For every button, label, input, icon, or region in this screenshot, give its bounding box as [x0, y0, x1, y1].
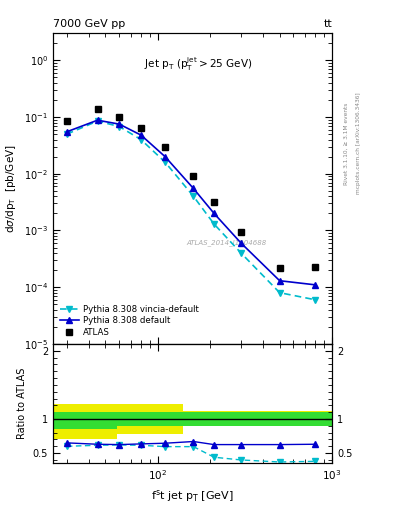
ATLAS	[95, 105, 100, 112]
Pythia 8.308 vincia-default	[191, 193, 196, 199]
Pythia 8.308 default	[239, 240, 243, 246]
Pythia 8.308 default	[313, 282, 318, 288]
ATLAS	[191, 173, 196, 179]
Pythia 8.308 default	[212, 210, 217, 217]
Pythia 8.308 vincia-default	[139, 137, 143, 143]
Line: Pythia 8.308 default: Pythia 8.308 default	[64, 117, 318, 288]
ATLAS	[139, 124, 143, 131]
Pythia 8.308 vincia-default	[117, 123, 122, 130]
Pythia 8.308 default	[191, 185, 196, 191]
ATLAS	[117, 114, 122, 120]
Line: Pythia 8.308 vincia-default: Pythia 8.308 vincia-default	[64, 118, 318, 303]
ATLAS	[313, 264, 318, 270]
Text: Jet p$_\mathrm{T}$ (p$_\mathrm{T}^{\rm jet}$$>$25 GeV): Jet p$_\mathrm{T}$ (p$_\mathrm{T}^{\rm j…	[144, 55, 252, 73]
Text: tt: tt	[323, 18, 332, 29]
Text: 7000 GeV pp: 7000 GeV pp	[53, 18, 125, 29]
Pythia 8.308 vincia-default	[239, 250, 243, 256]
Pythia 8.308 default	[117, 121, 122, 127]
Pythia 8.308 default	[163, 154, 167, 160]
ATLAS	[212, 199, 217, 205]
X-axis label: f$^{\rm s}$t jet p$_\mathrm{T}$ [GeV]: f$^{\rm s}$t jet p$_\mathrm{T}$ [GeV]	[151, 487, 234, 504]
ATLAS	[163, 144, 167, 150]
Pythia 8.308 vincia-default	[313, 296, 318, 303]
Pythia 8.308 vincia-default	[277, 290, 282, 296]
ATLAS	[277, 265, 282, 271]
Text: mcplots.cern.ch [arXiv:1306.3436]: mcplots.cern.ch [arXiv:1306.3436]	[356, 93, 361, 194]
Pythia 8.308 default	[95, 117, 100, 123]
Text: ATLAS_2014_I1304688: ATLAS_2014_I1304688	[186, 240, 266, 246]
Text: Rivet 3.1.10, ≥ 3.1M events: Rivet 3.1.10, ≥ 3.1M events	[344, 102, 349, 184]
ATLAS	[64, 118, 69, 124]
Line: ATLAS: ATLAS	[64, 105, 318, 271]
Legend: Pythia 8.308 vincia-default, Pythia 8.308 default, ATLAS: Pythia 8.308 vincia-default, Pythia 8.30…	[57, 302, 202, 339]
Y-axis label: d$\sigma$/dp$_\mathrm{T}$  [pb/GeV]: d$\sigma$/dp$_\mathrm{T}$ [pb/GeV]	[4, 144, 18, 233]
ATLAS	[239, 229, 243, 235]
Pythia 8.308 default	[139, 132, 143, 138]
Pythia 8.308 vincia-default	[163, 159, 167, 165]
Pythia 8.308 default	[64, 129, 69, 135]
Pythia 8.308 vincia-default	[212, 221, 217, 227]
Pythia 8.308 vincia-default	[95, 118, 100, 124]
Pythia 8.308 default	[277, 278, 282, 284]
Y-axis label: Ratio to ATLAS: Ratio to ATLAS	[17, 368, 27, 439]
Pythia 8.308 vincia-default	[64, 131, 69, 137]
